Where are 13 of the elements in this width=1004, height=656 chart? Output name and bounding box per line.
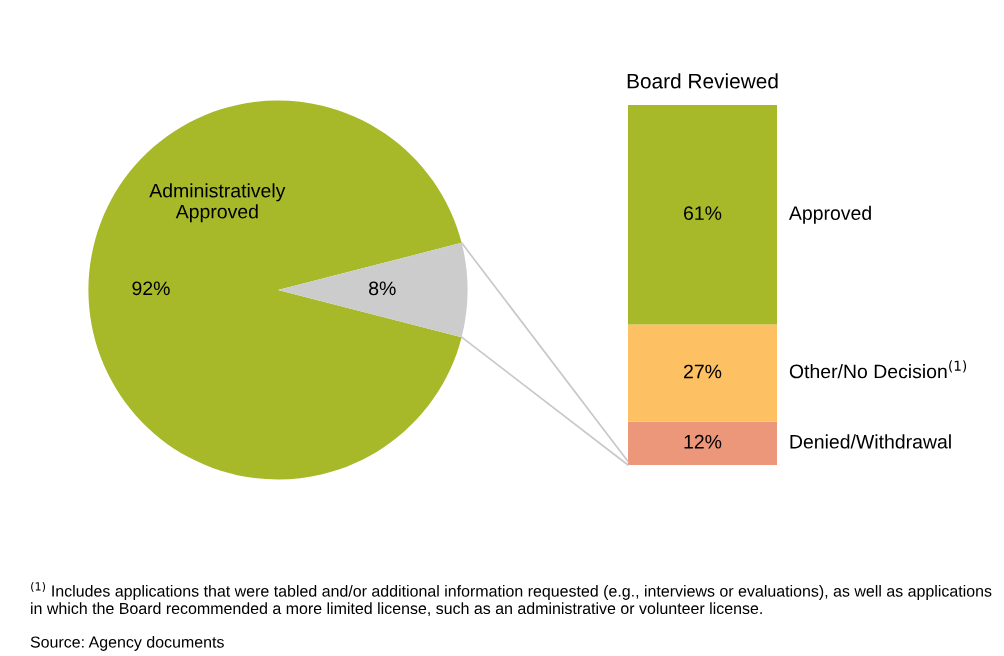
text: $^{(1)}$ Includes applications that were tabled and/or additional information requested (e.g., interviews or evaluations), as well as applications in which the Board recommended a more limited license, such as an administrative or volunteer license.	[31, 582, 992, 616]
data-label: 8%	[369, 281, 396, 296]
chart-title: Board Reviewed	[627, 73, 778, 89]
pie-slice	[88, 100, 462, 480]
series-label: Other/No Decision$^{(1)}$	[789, 360, 967, 379]
series-label: Approved	[788, 205, 871, 224]
data-label: 61%	[684, 206, 722, 221]
data-label: 92%	[132, 281, 170, 296]
source-note: Source: Agency documents	[30, 636, 224, 651]
slice-label: Administratively Approved	[149, 183, 286, 223]
series-label: Denied/Withdrawal	[790, 434, 951, 449]
data-label: 27%	[684, 364, 722, 379]
data-label: 12%	[684, 434, 722, 449]
